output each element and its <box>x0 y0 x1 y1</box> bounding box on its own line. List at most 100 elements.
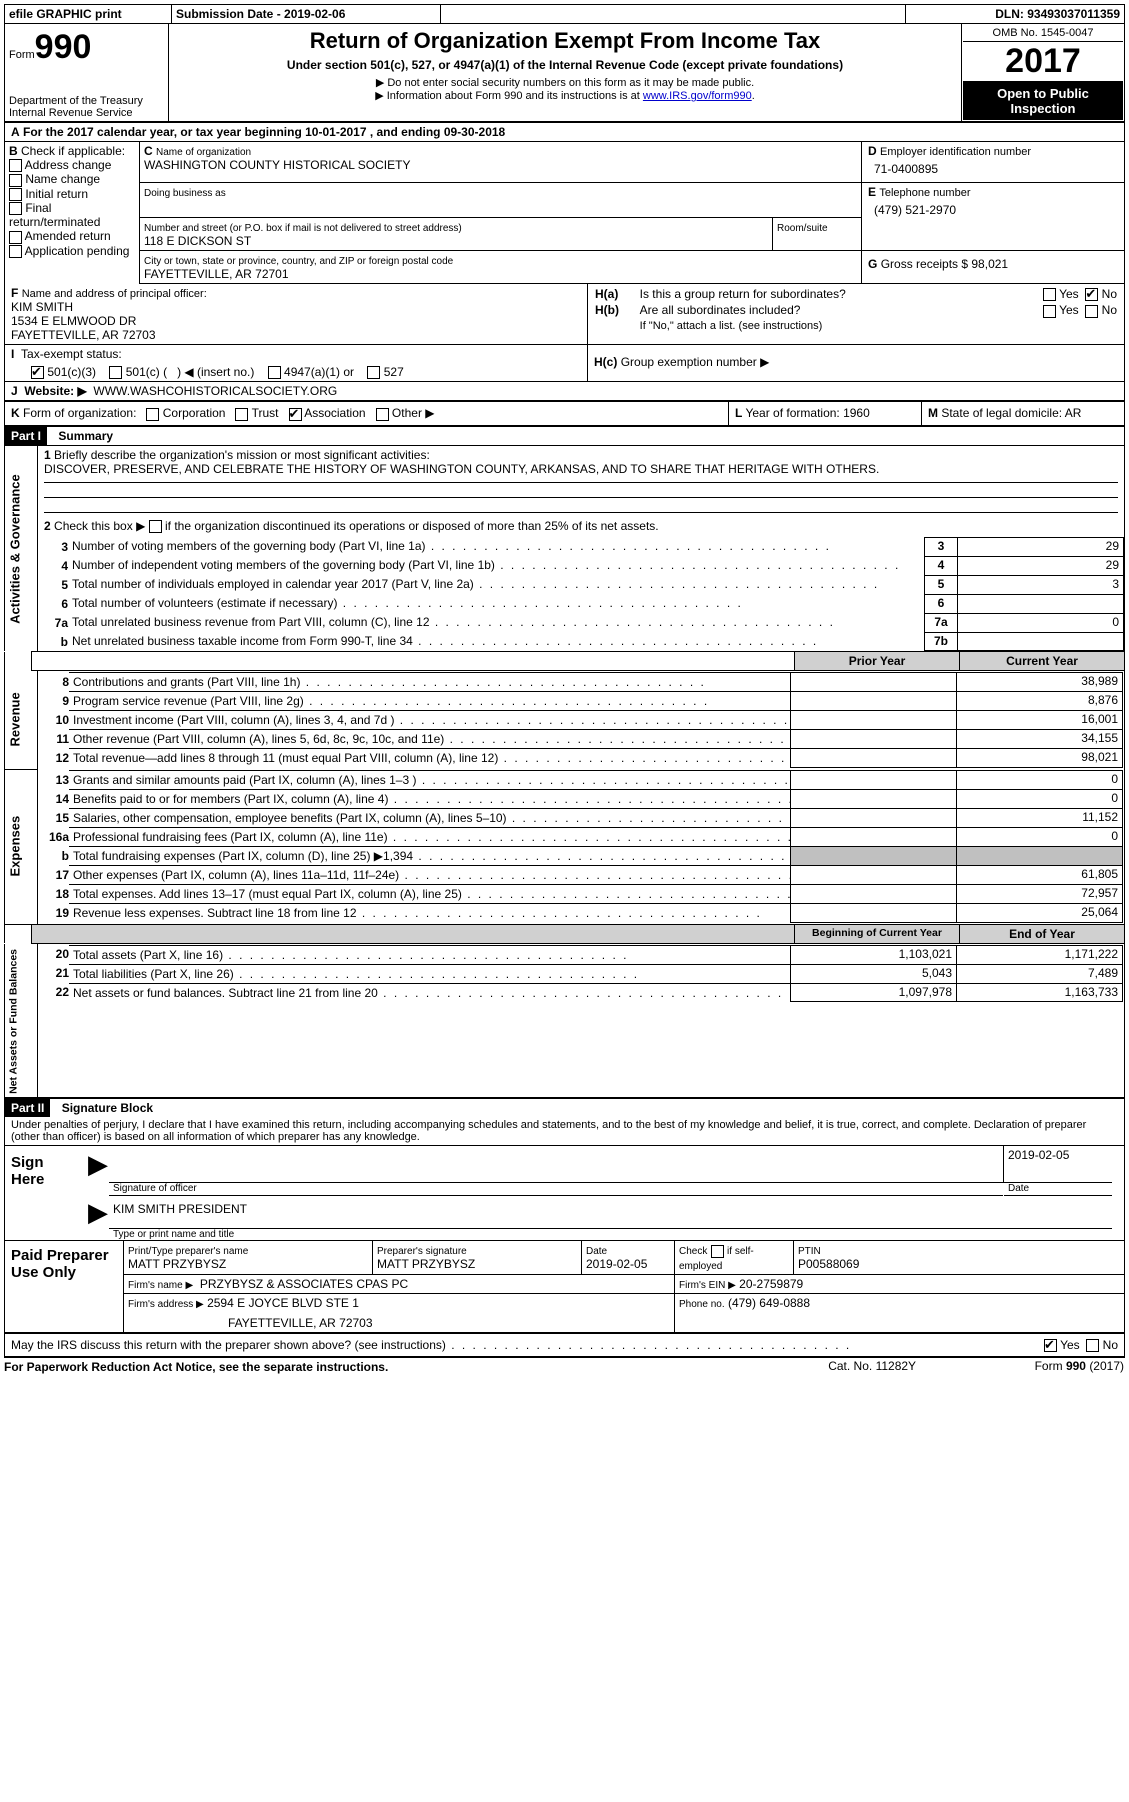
part1-title: Summary <box>50 429 113 443</box>
letter-a: A <box>11 125 20 139</box>
form-subtitle: Under section 501(c), 527, or 4947(a)(1)… <box>179 58 951 72</box>
chk-4947[interactable] <box>268 366 281 379</box>
letter-c: C <box>144 144 153 158</box>
info-link[interactable]: www.IRS.gov/form990 <box>643 90 752 102</box>
dln: DLN: 93493037011359 <box>906 5 1125 24</box>
fin-line-text: Program service revenue (Part VIII, line… <box>69 692 791 711</box>
footer-year: (2017) <box>1089 1359 1124 1373</box>
letter-l: L <box>735 406 742 420</box>
chk-discontinued[interactable] <box>149 520 162 533</box>
ptin: P00588069 <box>798 1257 859 1271</box>
inspection: Inspection <box>963 101 1123 116</box>
opt-assoc: Association <box>304 406 365 420</box>
chk-self-emp[interactable] <box>711 1245 724 1258</box>
chk-initial-return[interactable] <box>9 188 22 201</box>
chk-application-pending[interactable] <box>9 245 22 258</box>
sign-here: Sign Here <box>5 1146 88 1196</box>
gov-line-val <box>958 632 1124 651</box>
gov-line-num: 7b <box>925 632 958 651</box>
hc-text: Group exemption number ▶ <box>621 355 770 369</box>
l2b: if the organization discontinued its ope… <box>165 519 659 533</box>
check-if: Check <box>679 1246 707 1257</box>
l1-text: Briefly describe the organization's miss… <box>54 448 430 462</box>
prep-date: 2019-02-05 <box>586 1257 647 1271</box>
dept-treasury: Department of the Treasury <box>9 95 164 107</box>
chk-hb-no[interactable] <box>1085 305 1098 318</box>
fin-line-text: Professional fundraising fees (Part IX, … <box>69 828 791 847</box>
chk-501c3[interactable] <box>31 366 44 379</box>
fin-prior <box>791 866 957 885</box>
chk-discuss-no[interactable] <box>1086 1339 1099 1352</box>
fin-line-text: Revenue less expenses. Subtract line 18 … <box>69 904 791 923</box>
opt-trust: Trust <box>252 406 279 420</box>
letter-j: J <box>11 384 18 398</box>
col-end-year: End of Year <box>960 924 1125 943</box>
letter-f: F <box>11 286 18 300</box>
principal-officer-lbl: Name and address of principal officer: <box>22 288 207 300</box>
discuss-no-lbl: No <box>1103 1338 1118 1352</box>
chk-corp[interactable] <box>146 408 159 421</box>
letter-k: K <box>11 406 20 420</box>
fin-prior: 5,043 <box>791 964 957 983</box>
fin-curr: 0 <box>957 771 1123 790</box>
top-bar: efile GRAPHIC print Submission Date - 20… <box>4 4 1125 24</box>
chk-trust[interactable] <box>235 408 248 421</box>
chk-501c[interactable] <box>109 366 122 379</box>
domicile: State of legal domicile: AR <box>941 406 1081 420</box>
footer-form-word: Form <box>1035 1359 1063 1373</box>
col-current-year: Current Year <box>960 652 1125 671</box>
sig-date: 2019-02-05 <box>1004 1146 1113 1183</box>
phone-lbl: Telephone number <box>879 187 970 199</box>
chk-527[interactable] <box>367 366 380 379</box>
fin-line-text: Net assets or fund balances. Subtract li… <box>69 983 791 1002</box>
part2-hdr: Part II <box>5 1099 50 1117</box>
perjury: Under penalties of perjury, I declare th… <box>5 1117 1125 1146</box>
chk-name-change[interactable] <box>9 174 22 187</box>
fin-prior <box>791 673 957 692</box>
opt-final-return: Final return/terminated <box>9 201 100 229</box>
letter-g: G <box>868 257 877 271</box>
fin-prior <box>791 692 957 711</box>
chk-final-return[interactable] <box>9 202 22 215</box>
prep-sig-lbl: Preparer's signature <box>377 1246 467 1257</box>
form-org-lbl: Form of organization: <box>23 406 136 420</box>
form-title: Return of Organization Exempt From Incom… <box>179 28 951 54</box>
gov-line-num: 4 <box>925 556 958 575</box>
part2-title: Signature Block <box>54 1101 153 1115</box>
chk-address-change[interactable] <box>9 159 22 172</box>
gov-line-num: 6 <box>925 594 958 613</box>
fin-curr: 98,021 <box>957 749 1123 768</box>
chk-hb-yes[interactable] <box>1043 305 1056 318</box>
chk-assoc[interactable] <box>289 408 302 421</box>
chk-ha-no[interactable] <box>1085 288 1098 301</box>
chk-other[interactable] <box>376 408 389 421</box>
officer-addr1: 1534 E ELMWOOD DR <box>11 314 136 328</box>
chk-discuss-yes[interactable] <box>1044 1339 1057 1352</box>
open-to-public: Open to Public <box>963 86 1123 101</box>
fin-prior <box>791 904 957 923</box>
date-lbl: Date <box>1004 1183 1113 1196</box>
fin-line-text: Total fundraising expenses (Part IX, col… <box>69 847 791 866</box>
sig-officer-lbl: Signature of officer <box>109 1183 1004 1196</box>
paid-preparer: Paid Preparer Use Only <box>5 1241 124 1332</box>
info-pre: Information about Form 990 and its instr… <box>387 90 643 102</box>
rev-table: 8Contributions and grants (Part VIII, li… <box>39 672 1123 768</box>
hb-text: Are all subordinates included? <box>639 302 996 318</box>
chk-amended[interactable] <box>9 231 22 244</box>
dba-lbl: Doing business as <box>144 188 226 199</box>
gov-table: 3Number of voting members of the governi… <box>38 537 1124 652</box>
chk-ha-yes[interactable] <box>1043 288 1056 301</box>
letter-d: D <box>868 144 877 158</box>
letter-b: B <box>9 144 18 158</box>
gov-line-num: 7a <box>925 613 958 632</box>
fin-line-text: Salaries, other compensation, employee b… <box>69 809 791 828</box>
submission-date: Submission Date - 2019-02-06 <box>172 5 441 24</box>
street-lbl: Number and street (or P.O. box if mail i… <box>144 223 462 234</box>
gov-line-text: Total number of individuals employed in … <box>68 575 925 594</box>
letter-hb: H(b) <box>595 303 619 317</box>
fin-line-text: Investment income (Part VIII, column (A)… <box>69 711 791 730</box>
org-name: WASHINGTON COUNTY HISTORICAL SOCIETY <box>144 158 410 172</box>
officer-addr2: FAYETTEVILLE, AR 72703 <box>11 328 156 342</box>
fin-curr: 72,957 <box>957 885 1123 904</box>
letter-m: M <box>928 406 938 420</box>
